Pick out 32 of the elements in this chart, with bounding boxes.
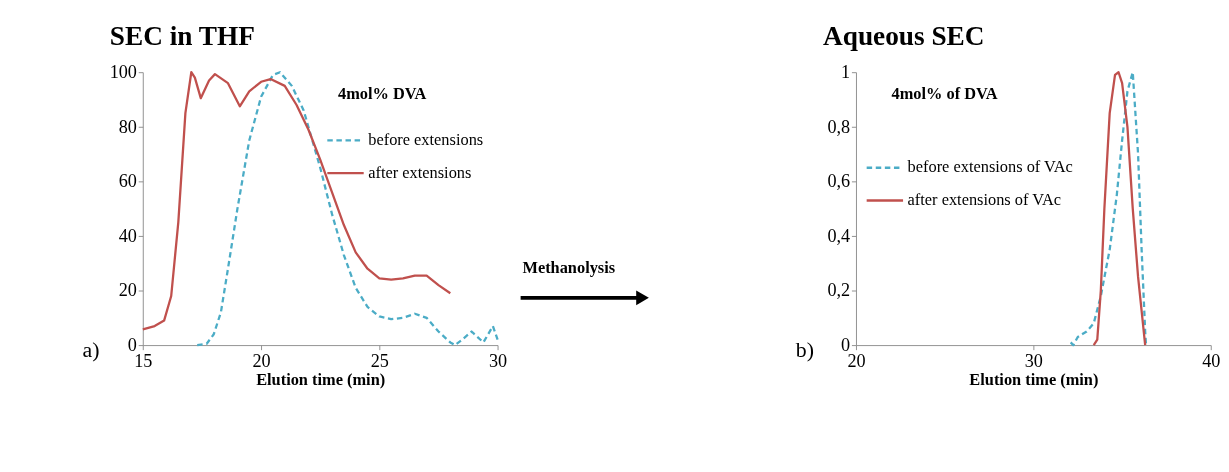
x-tick-label: 40 bbox=[1202, 350, 1221, 371]
legend-label: before extensions of VAc bbox=[907, 157, 1073, 177]
y-tick-label: 1 bbox=[841, 62, 851, 83]
line-series bbox=[1092, 71, 1147, 347]
text: b) bbox=[795, 337, 814, 362]
y-tick-label: 0 bbox=[127, 335, 137, 356]
legend-label: after extensions of VAc bbox=[907, 190, 1062, 210]
y-tick-label: 40 bbox=[118, 225, 137, 246]
x-axis-title: Elution time (min) bbox=[969, 369, 1099, 389]
text: Methanolysis bbox=[522, 258, 616, 278]
y-tick-label: 60 bbox=[118, 171, 137, 192]
x-tick-label: 30 bbox=[1024, 350, 1043, 371]
text: a) bbox=[82, 337, 100, 362]
y-tick-label: 0,4 bbox=[827, 225, 851, 246]
annotation: 4mol% DVA bbox=[337, 83, 427, 103]
x-tick-label: 30 bbox=[488, 350, 508, 371]
legend-label: after extensions bbox=[368, 162, 472, 182]
annotation: 4mol% of DVA bbox=[891, 83, 998, 103]
y-tick-label: 100 bbox=[109, 62, 137, 83]
y-tick-label: 0,6 bbox=[827, 171, 851, 192]
x-tick-label: 15 bbox=[134, 350, 153, 371]
y-tick-label: 20 bbox=[118, 280, 137, 301]
x-tick-label: 25 bbox=[370, 350, 389, 371]
y-tick-label: 0,2 bbox=[827, 280, 851, 301]
x-tick-label: 20 bbox=[252, 350, 271, 371]
y-tick-label: 0,8 bbox=[827, 116, 851, 137]
chart-title: Aqueous SEC bbox=[823, 20, 985, 51]
legend-label: before extensions bbox=[368, 130, 484, 150]
x-axis-title: Elution time (min) bbox=[256, 369, 386, 389]
chart-title: SEC in THF bbox=[109, 20, 255, 51]
line-series bbox=[196, 71, 499, 347]
y-tick-label: 80 bbox=[118, 116, 137, 137]
